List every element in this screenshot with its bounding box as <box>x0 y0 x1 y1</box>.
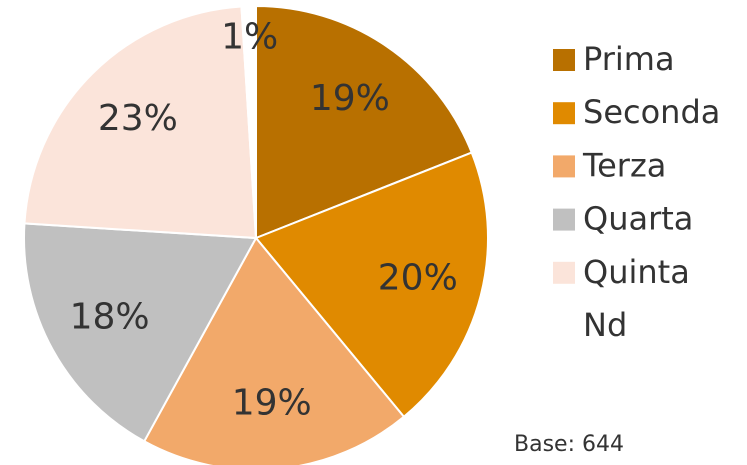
legend-swatch <box>553 49 575 71</box>
legend-swatch <box>553 102 575 125</box>
pie-slice <box>23 222 258 443</box>
pie-slice <box>23 5 258 240</box>
slice-label: 20% <box>378 258 458 299</box>
legend-label: Quarta <box>583 200 693 238</box>
legend-swatch <box>553 155 575 178</box>
slice-label: 19% <box>232 382 312 423</box>
slice-label: 1% <box>221 17 278 58</box>
pie-slice <box>240 4 257 239</box>
legend-label: Terza <box>582 146 666 184</box>
legend-label: Quinta <box>583 253 690 291</box>
slice-label: 23% <box>98 98 178 139</box>
legend-label: Seconda <box>583 93 720 131</box>
pie-slice <box>254 151 489 419</box>
base-note: Base: 644 <box>514 432 624 457</box>
legend-swatch <box>553 208 575 231</box>
legend-swatch <box>553 261 575 284</box>
pie-slice <box>255 4 474 240</box>
legend-label: Nd <box>583 306 627 344</box>
slice-label: 19% <box>310 78 390 119</box>
slice-label: 18% <box>70 296 150 337</box>
legend-swatch <box>553 315 575 337</box>
pie-slice <box>142 236 406 465</box>
legend-label: Prima <box>583 40 675 78</box>
